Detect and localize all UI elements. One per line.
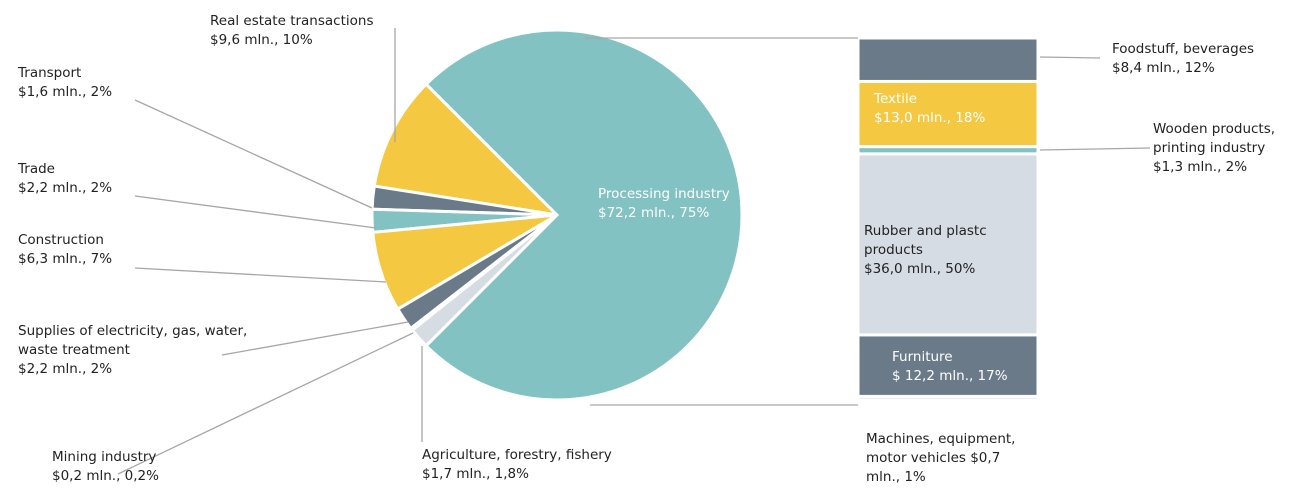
- data-label: Agriculture, forestry, fishery $1,7 mln.,…: [422, 446, 612, 484]
- bar-segment: [856, 152, 1040, 337]
- value-label: $1,3 mln., 2%: [1153, 159, 1248, 175]
- category-label: Construction: [18, 232, 104, 248]
- category-label: Rubber and plastc products: [864, 223, 987, 258]
- value-label: $1,7 mln., 1,8%: [422, 466, 529, 482]
- data-label: Transport $1,6 mln., 2%: [18, 64, 112, 102]
- value-label: $2,2 mln., 2%: [18, 180, 113, 196]
- value-label: $13,0 mln., 18%: [874, 110, 986, 126]
- pie-slice: [372, 82, 562, 218]
- pie-slice: [424, 28, 744, 402]
- data-label: Real estate transactions $9,6 mln., 10%: [210, 12, 373, 50]
- data-label: Textile $13,0 mln., 18%: [874, 90, 985, 128]
- leaders: [117, 28, 1151, 475]
- data-label: Supplies of electricity, gas, water, was…: [18, 322, 248, 379]
- data-label: Rubber and plastc products $36,0 mln., 50…: [864, 222, 1024, 279]
- value-label: $ 12,2 mln., 17%: [892, 368, 1008, 384]
- data-label: Foodstuff, beverages $8,4 mln., 12%: [1112, 40, 1254, 78]
- value-label: $36,0 mln., 50%: [864, 261, 976, 277]
- data-label: Mining industry $0,2 mln., 0,2%: [52, 448, 159, 486]
- bar-segment: [856, 36, 1040, 83]
- leader-line: [134, 267, 387, 283]
- category-label: Trade: [18, 161, 55, 177]
- value-label: $0,2 mln., 0,2%: [52, 468, 159, 484]
- category-label: Real estate transactions: [210, 13, 374, 29]
- category-label: Supplies of electricity, gas, water, was…: [18, 323, 248, 358]
- leader-line: [134, 99, 373, 209]
- value-label: $6,3 mln., 7%: [18, 251, 113, 267]
- value-label: $1,6 mln., 2%: [18, 84, 113, 100]
- bar-segment: [856, 79, 1040, 149]
- value-label: $0,7 mln., 1%: [866, 450, 1001, 485]
- value-label: $2,2 mln., 2%: [18, 361, 113, 377]
- category-label: Transport: [18, 65, 82, 81]
- category-label: Processing industry: [598, 186, 730, 202]
- category-label: Machines, equipment, motor vehicles: [866, 431, 1016, 466]
- data-label: Processing industry $72,2 mln., 75%: [598, 185, 738, 223]
- category-label: Mining industry: [52, 449, 157, 465]
- data-label: Machines, equipment, motor vehicles $0,7…: [866, 430, 1026, 487]
- category-label: Agriculture, forestry, fishery: [422, 447, 612, 463]
- value-label: $8,4 mln., 12%: [1112, 60, 1215, 76]
- data-label: Trade $2,2 mln., 2%: [18, 160, 112, 198]
- value-label: $72,2 mln., 75%: [598, 205, 710, 221]
- category-label: Textile: [874, 91, 918, 107]
- leader-line: [117, 332, 414, 475]
- leader-line: [1039, 56, 1101, 59]
- data-label: Furniture $ 12,2 mln., 17%: [892, 348, 1008, 386]
- leader-line: [134, 195, 377, 229]
- data-label: Construction $6,3 mln., 7%: [18, 231, 112, 269]
- leader-line: [1039, 147, 1151, 151]
- category-label: Wooden products, printing industry: [1153, 121, 1276, 156]
- value-label: $9,6 mln., 10%: [210, 32, 313, 48]
- leader-line: [221, 321, 409, 356]
- data-label: Wooden products, printing industry $1,3 m…: [1153, 120, 1298, 177]
- category-label: Foodstuff, beverages: [1112, 41, 1255, 57]
- category-label: Furniture: [892, 349, 953, 365]
